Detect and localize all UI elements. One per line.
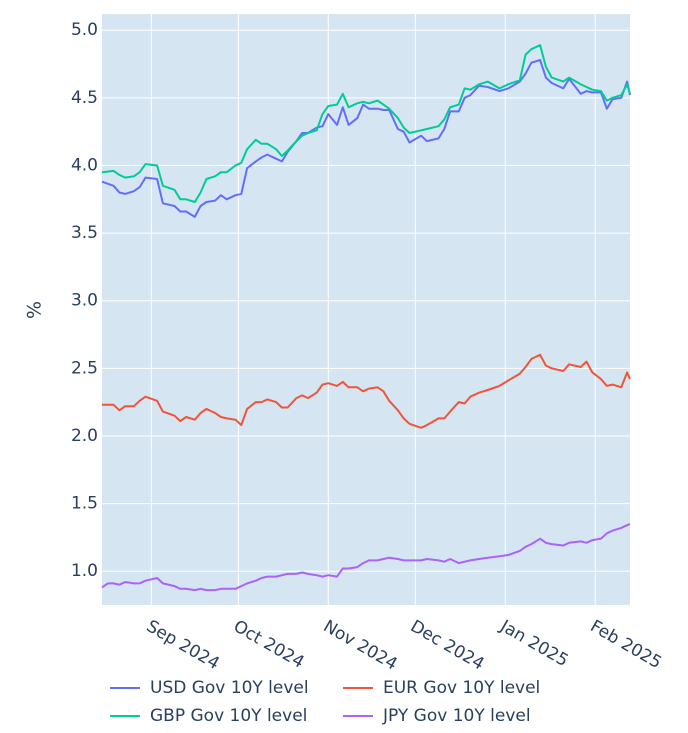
y-axis-label: % bbox=[24, 301, 46, 319]
y-tick-label: 1.0 bbox=[71, 561, 98, 581]
y-tick-label: 3.5 bbox=[71, 223, 98, 243]
grid-lines bbox=[102, 14, 630, 605]
x-axis-ticks: Sep 2024 Oct 2024 Nov 2024 Dec 2024 Jan 2025… bbox=[143, 616, 665, 675]
legend: USD Gov 10Y level EUR Gov 10Y level GBP Go… bbox=[110, 678, 540, 726]
x-tick-label: Nov 2024 bbox=[320, 616, 401, 674]
y-tick-label: 5.0 bbox=[71, 20, 98, 40]
x-tick-label: Jan 2025 bbox=[496, 616, 572, 671]
series-line bbox=[101, 522, 631, 592]
legend-label: EUR Gov 10Y level bbox=[383, 678, 540, 698]
y-tick-label: 4.0 bbox=[71, 155, 98, 175]
y-tick-label: 2.0 bbox=[71, 426, 98, 446]
y-tick-label: 3.0 bbox=[71, 291, 98, 311]
legend-item[interactable]: GBP Gov 10Y level bbox=[110, 706, 307, 726]
x-tick-label: Sep 2024 bbox=[143, 616, 223, 674]
x-tick-label: Oct 2024 bbox=[230, 616, 308, 672]
legend-item[interactable]: JPY Gov 10Y level bbox=[343, 706, 531, 726]
series-line bbox=[101, 44, 631, 203]
legend-label: GBP Gov 10Y level bbox=[150, 706, 307, 726]
legend-item[interactable]: USD Gov 10Y level bbox=[110, 678, 309, 698]
series-line bbox=[102, 353, 631, 429]
y-tick-label: 2.5 bbox=[71, 358, 98, 378]
legend-label: USD Gov 10Y level bbox=[150, 678, 309, 698]
y-axis-ticks: 1.0 1.5 2.0 2.5 3.0 3.5 4.0 4.5 5.0 bbox=[71, 20, 98, 581]
legend-label: JPY Gov 10Y level bbox=[382, 706, 531, 726]
x-tick-label: Dec 2024 bbox=[407, 616, 488, 674]
legend-item[interactable]: EUR Gov 10Y level bbox=[343, 678, 540, 698]
series-line bbox=[101, 59, 631, 218]
y-tick-label: 4.5 bbox=[71, 88, 98, 108]
x-tick-label: Feb 2025 bbox=[587, 616, 665, 673]
plot-area bbox=[102, 14, 630, 605]
series-lines bbox=[101, 44, 631, 592]
y-tick-label: 1.5 bbox=[71, 494, 98, 514]
